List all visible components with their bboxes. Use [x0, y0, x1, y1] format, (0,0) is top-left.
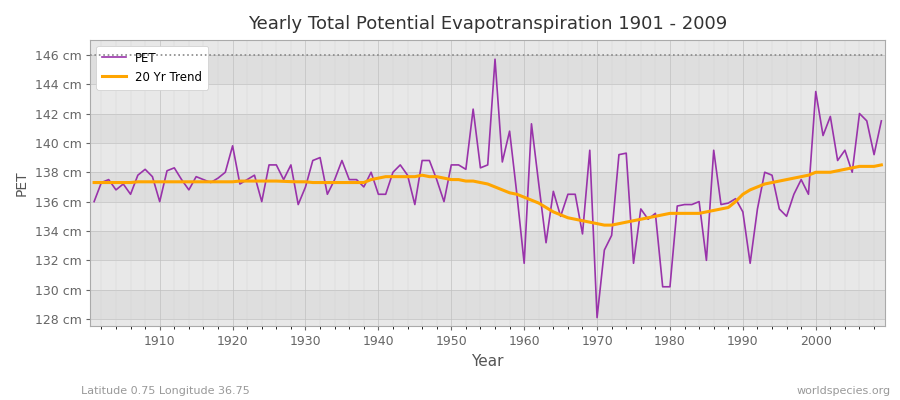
- PET: [147, 174, 158, 179]
- Bar: [91, 319, 885, 326]
- Title: Yearly Total Potential Evapotranspiration 1901 - 2009: Yearly Total Potential Evapotranspiratio…: [248, 15, 727, 33]
- 20 Yr Trend: [599, 223, 610, 228]
- 20 Yr Trend: [351, 180, 362, 185]
- Bar: [91, 40, 885, 55]
- Bar: [91, 55, 885, 84]
- Bar: [91, 290, 885, 319]
- PET: [490, 57, 500, 62]
- Bar: [91, 114, 885, 143]
- PET: [308, 158, 319, 163]
- 20 Yr Trend: [308, 180, 319, 185]
- PET: [621, 151, 632, 156]
- PET: [591, 315, 602, 320]
- PET: [351, 177, 362, 182]
- X-axis label: Year: Year: [472, 354, 504, 369]
- Bar: [91, 202, 885, 231]
- Line: PET: PET: [94, 59, 881, 318]
- Bar: [91, 260, 885, 290]
- Bar: [91, 143, 885, 172]
- PET: [876, 118, 886, 123]
- 20 Yr Trend: [614, 221, 625, 226]
- Bar: [91, 231, 885, 260]
- Line: 20 Yr Trend: 20 Yr Trend: [94, 165, 881, 225]
- Text: Latitude 0.75 Longitude 36.75: Latitude 0.75 Longitude 36.75: [81, 386, 250, 396]
- PET: [526, 122, 537, 126]
- Bar: [91, 84, 885, 114]
- 20 Yr Trend: [147, 179, 158, 184]
- 20 Yr Trend: [511, 192, 522, 197]
- Y-axis label: PET: PET: [15, 170, 29, 196]
- Bar: [91, 172, 885, 202]
- Text: worldspecies.org: worldspecies.org: [796, 386, 891, 396]
- 20 Yr Trend: [518, 195, 529, 200]
- PET: [518, 261, 529, 266]
- 20 Yr Trend: [89, 180, 100, 185]
- Legend: PET, 20 Yr Trend: PET, 20 Yr Trend: [96, 46, 208, 90]
- PET: [89, 199, 100, 204]
- 20 Yr Trend: [876, 162, 886, 167]
